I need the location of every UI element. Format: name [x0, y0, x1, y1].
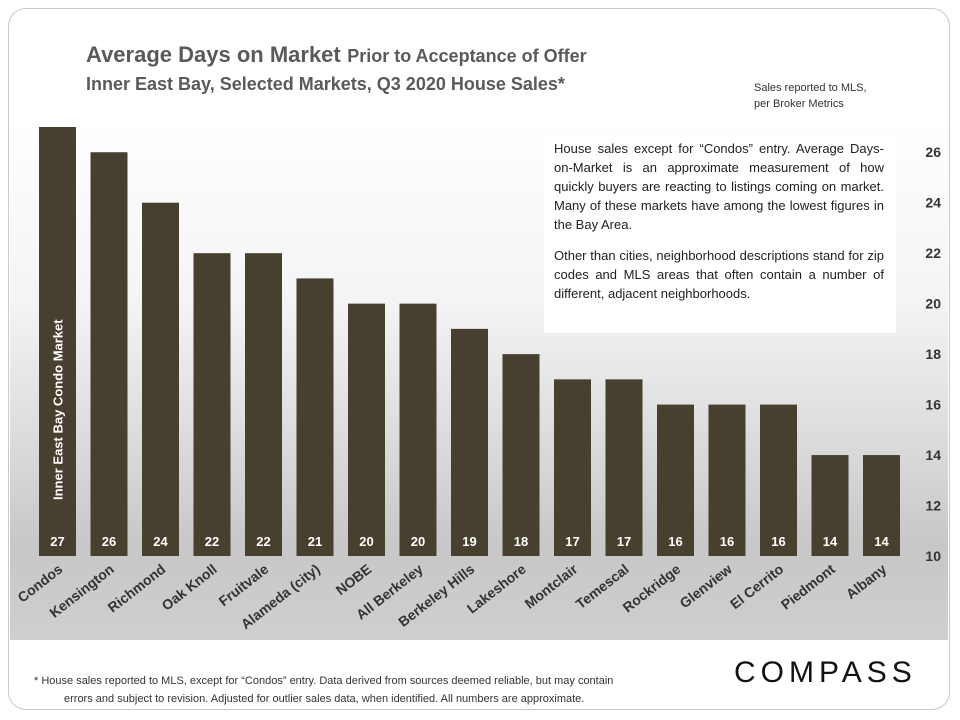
bar-value-label: 16 [720, 534, 734, 549]
bar-5 [245, 253, 282, 557]
footnote: * House sales reported to MLS, except fo… [34, 672, 714, 708]
bar-6 [296, 278, 334, 556]
bar-value-label: 22 [205, 534, 219, 549]
bar-value-label: 16 [771, 534, 785, 549]
bar-11 [554, 379, 591, 556]
bar-value-label: 17 [565, 534, 579, 549]
y-tick-label: 24 [925, 195, 941, 211]
bar-value-label: 26 [102, 534, 116, 549]
bar-7 [348, 303, 385, 556]
bar-9 [451, 328, 488, 556]
source-note-line1: Sales reported to MLS, [754, 82, 867, 94]
y-tick-label: 26 [925, 144, 941, 160]
x-tick-label: Piedmont [778, 561, 838, 613]
bar-3 [142, 202, 179, 557]
bar-value-label: 17 [617, 534, 631, 549]
x-tick-label: NOBE [333, 561, 375, 599]
x-tick-label: Glenview [677, 561, 735, 612]
bar-value-label: 18 [514, 534, 528, 549]
y-tick-label: 16 [925, 397, 941, 413]
bar-2 [90, 152, 128, 556]
bar-12 [605, 379, 643, 556]
bar-value-label: 21 [308, 534, 322, 549]
bar-value-label: 22 [256, 534, 270, 549]
bar-value-label: 20 [411, 534, 425, 549]
y-tick-label: 22 [925, 245, 941, 261]
bar-value-label: 20 [359, 534, 373, 549]
bar-16 [811, 455, 849, 556]
x-tick-label: Rockridge [620, 561, 684, 616]
x-tick-label: Montclair [521, 560, 580, 611]
bar-value-label: 27 [50, 534, 64, 549]
bar-value-label: 14 [874, 534, 889, 549]
compass-logo: COMPASS [734, 656, 917, 689]
bar-17 [863, 455, 900, 556]
bar-value-label: 14 [823, 534, 838, 549]
y-tick-label: 12 [925, 498, 941, 514]
chart-title-rest: Prior to Acceptance of Offer [347, 46, 587, 66]
chart-subtitle: Inner East Bay, Selected Markets, Q3 202… [86, 74, 565, 94]
chart-title: Average Days on Market Prior to Acceptan… [86, 42, 587, 68]
bar-10 [502, 354, 540, 556]
x-tick-label: Richmond [105, 561, 169, 616]
x-tick-label: El Cerrito [727, 561, 787, 612]
bar-15 [760, 404, 797, 556]
x-tick-label: Oak Knoll [158, 561, 219, 614]
bar-8 [399, 303, 437, 556]
bar-13 [657, 404, 694, 556]
bar-value-label: 16 [668, 534, 682, 549]
footnote-line1: * House sales reported to MLS, except fo… [34, 675, 614, 687]
y-tick-label: 14 [925, 447, 941, 463]
bar-4 [193, 253, 231, 557]
source-note: Sales reported to MLS, per Broker Metric… [754, 80, 904, 112]
chart-title-main: Average Days on Market [86, 42, 341, 67]
bar-value-label: 24 [153, 534, 168, 549]
y-tick-label: 18 [925, 346, 941, 362]
bar-1 [39, 127, 76, 556]
bar-value-label: 19 [462, 534, 476, 549]
source-note-line2: per Broker Metrics [754, 98, 844, 110]
explanation-paragraph-1: House sales except for “Condos” entry. A… [554, 141, 884, 232]
explanation-box: House sales except for “Condos” entry. A… [544, 133, 896, 333]
bar-14 [708, 404, 746, 556]
explanation-paragraph-2: Other than cities, neighborhood descript… [554, 248, 884, 301]
y-tick-label: 20 [925, 296, 941, 312]
footnote-line2: errors and subject to revision. Adjusted… [64, 693, 585, 705]
x-tick-label: Albany [843, 561, 890, 602]
y-tick-label: 10 [925, 548, 941, 564]
condo-market-annotation: Inner East Bay Condo Market [51, 319, 66, 500]
